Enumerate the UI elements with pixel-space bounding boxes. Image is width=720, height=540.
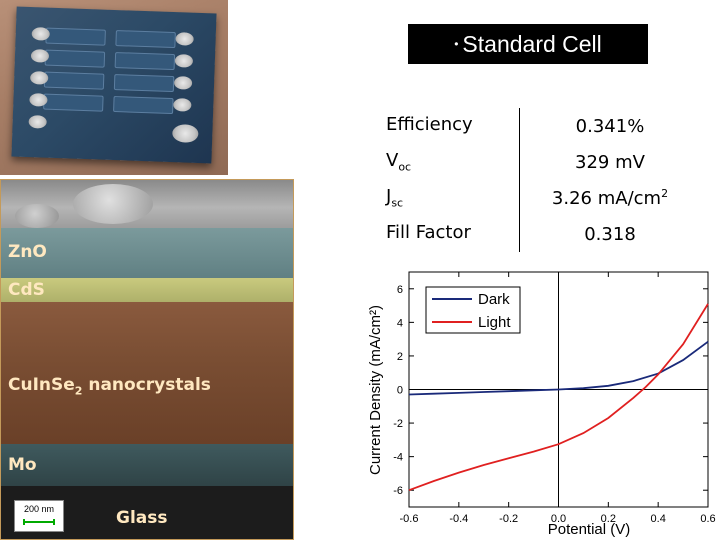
mo-label: Mo	[8, 455, 37, 475]
legend-label-light: Light	[478, 314, 511, 331]
x-tick-label: -0.4	[449, 513, 468, 525]
param-value: 329 mV	[575, 152, 645, 173]
y-tick-label: -4	[393, 452, 403, 464]
scale-bar-label: 200 nm	[23, 504, 55, 514]
cell-pad	[115, 30, 176, 49]
contact-dot	[173, 98, 192, 112]
cuinse2-layer	[1, 302, 293, 444]
param-label: Jsc	[378, 180, 520, 216]
x-tick-label: 0.4	[651, 513, 666, 525]
title-bullet: •	[454, 37, 459, 51]
table-row: Efficiency 0.341%	[378, 108, 700, 144]
scale-bar	[25, 521, 53, 523]
cds-layer	[1, 278, 293, 302]
y-tick-label: 2	[397, 351, 403, 363]
cell-pad	[43, 71, 105, 90]
contact-dot	[175, 32, 194, 46]
scale-bar-ends	[23, 519, 55, 525]
contact-dot	[28, 115, 47, 129]
axes-layer: -0.6 -0.4 -0.2 0.0 0.2 0.4 0.6 -6 -4 -2 0 2 4 6	[393, 272, 716, 525]
table-row: Jsc 3.26 mA/cm2	[378, 180, 700, 216]
y-tick-label: 0	[397, 385, 403, 397]
x-axis-label: Potential (V)	[548, 521, 631, 538]
y-tick-label: -2	[393, 418, 403, 430]
legend: Dark Light	[425, 286, 521, 334]
y-tick-label: 6	[397, 284, 403, 296]
cell-pad	[113, 74, 175, 93]
contact-dot	[174, 54, 194, 68]
y-tick-label: 4	[397, 317, 403, 329]
cds-label: CdS	[8, 280, 45, 300]
x-tick-label: 0.0	[551, 513, 566, 525]
contact-dot	[173, 76, 193, 90]
zno-label: ZnO	[8, 242, 47, 262]
param-label: Efficiency	[378, 108, 520, 144]
param-label: Voc	[378, 144, 520, 180]
param-value: 3.26 mA/cm2	[551, 187, 669, 209]
param-value: 0.318	[584, 224, 636, 245]
x-tick-label: 0.2	[601, 513, 616, 525]
x-tick-label: -0.2	[499, 513, 518, 525]
param-label: Fill Factor	[378, 216, 520, 252]
y-axis-label: Current Density (mA/cm²)	[367, 305, 384, 475]
glass-label: Glass	[116, 508, 168, 528]
jv-chart: -0.6 -0.4 -0.2 0.0 0.2 0.4 0.6 -6 -4 -2 0 2 4 6 Dark …	[367, 271, 716, 538]
parameter-table: Efficiency 0.341% Voc 329 mV Jsc 3.26 mA…	[378, 108, 700, 252]
legend-box	[425, 286, 521, 334]
contact-dot	[172, 124, 199, 143]
title-box: • Standard Cell	[408, 24, 648, 64]
scale-bar-box: 200 nm	[14, 500, 64, 532]
series-layer	[408, 303, 709, 492]
cell-pad	[114, 52, 176, 71]
title-text: Standard Cell	[462, 30, 602, 57]
cell-pad	[113, 95, 174, 115]
sem-cross-section: ZnO CdS CuInSe2 nanocrystals Mo Glass 20…	[0, 179, 294, 540]
surface-grain	[73, 184, 153, 224]
surface-grain	[15, 204, 59, 228]
substrate-plate	[11, 6, 217, 164]
series-line-light	[408, 303, 709, 492]
table-row: Fill Factor 0.318	[378, 216, 700, 252]
x-tick-label: 0.6	[700, 513, 715, 525]
device-photo	[0, 0, 228, 175]
mo-layer	[1, 444, 293, 486]
cell-pad	[45, 27, 106, 46]
param-value: 0.341%	[575, 116, 645, 137]
legend-label-dark: Dark	[478, 291, 510, 308]
cuinse2-label: CuInSe2 nanocrystals	[8, 375, 211, 398]
y-tick-label: -6	[393, 485, 403, 497]
x-tick-label: -0.6	[400, 513, 419, 525]
cell-pad	[44, 49, 106, 68]
table-row: Voc 329 mV	[378, 144, 700, 180]
cell-pad	[43, 93, 104, 112]
zno-layer	[1, 228, 293, 280]
